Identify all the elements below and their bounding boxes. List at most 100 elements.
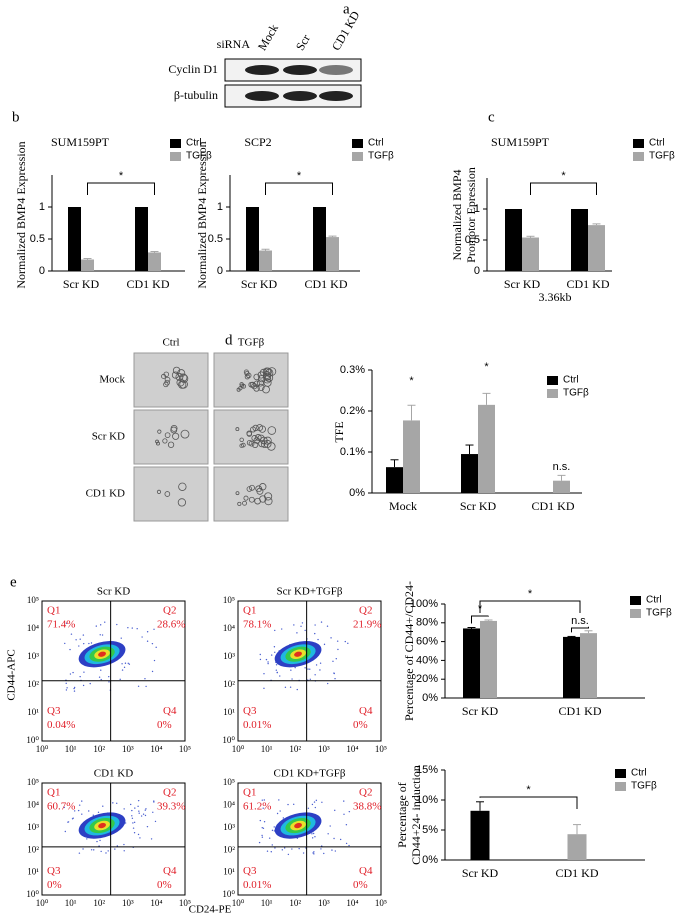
quadrant-name: Q4 (359, 865, 373, 877)
sphere-cell (235, 491, 240, 496)
blot-band (283, 65, 317, 75)
event-dot (63, 806, 65, 809)
chart-title: SUM159PT (51, 135, 110, 149)
event-dot (81, 813, 83, 815)
error-bar (150, 250, 159, 253)
y-tick-label: 0 (217, 265, 223, 277)
event-dot (93, 849, 95, 851)
x-tick-label: CD1 KD (566, 277, 609, 291)
event-dot (331, 849, 333, 851)
error-bar (482, 392, 491, 405)
plot-title: CD1 KD (94, 768, 133, 780)
event-dot (315, 799, 318, 802)
event-dot (273, 646, 276, 648)
axis-label: CD44-APC (6, 649, 18, 700)
y-tick-label: 10² (223, 679, 235, 689)
bracket (87, 182, 155, 195)
y-tick-label: 10¹ (223, 707, 235, 717)
event-dot (139, 837, 141, 839)
y-axis-label: Normalized BMP4 Expression (14, 141, 28, 288)
event-dot (263, 673, 265, 675)
quadrant-value: 0.04% (47, 719, 75, 731)
event-dot (267, 661, 269, 663)
legend-label: TGFβ (631, 781, 657, 792)
x-tick-label: 10⁴ (346, 744, 358, 754)
legend-swatch (547, 376, 558, 385)
x-axis-label: 3.36kb (539, 290, 572, 304)
event-dot (270, 654, 273, 656)
event-dot (145, 685, 147, 688)
x-tick-label: 10⁵ (179, 744, 191, 754)
chart-title: SCP2 (244, 135, 271, 149)
bar (259, 250, 272, 271)
event-dot (138, 812, 140, 814)
y-tick-label: 40% (416, 654, 438, 666)
y-tick-label: 60% (416, 636, 438, 648)
event-dot (70, 633, 73, 635)
sphere-cell (253, 373, 260, 381)
event-dot (339, 838, 342, 841)
x-tick-label: Scr KD (504, 277, 541, 291)
event-dot (296, 632, 298, 634)
sphere-cell (262, 385, 270, 394)
quadrant-name: Q4 (359, 705, 373, 717)
error-bar (584, 630, 593, 634)
y-tick-label: 0.2% (340, 405, 365, 417)
x-tick-label: 10⁰ (36, 744, 49, 754)
y-tick-label: 10⁵ (27, 595, 39, 605)
event-dot (88, 810, 90, 812)
y-tick-label: 10⁴ (223, 799, 235, 809)
event-dot (144, 814, 147, 817)
event-dot (265, 658, 268, 661)
event-dot (88, 642, 90, 645)
event-dot (311, 803, 314, 806)
event-dot (261, 826, 263, 829)
x-tick-label: Scr KD (460, 499, 497, 513)
panel-label: c (488, 109, 495, 125)
x-tick-label: 10⁵ (375, 744, 387, 754)
quadrant-name: Q3 (47, 865, 61, 877)
event-dot (123, 843, 125, 846)
event-dot (309, 678, 311, 680)
y-tick-label: 0.1% (340, 446, 365, 458)
x-tick-label: CD1 KD (555, 866, 598, 880)
event-dot (271, 829, 274, 832)
quadrant-name: Q2 (163, 605, 176, 617)
sphere-cell (251, 435, 258, 442)
event-dot (293, 803, 295, 806)
density (98, 651, 106, 657)
sphere-cell (155, 441, 160, 446)
event-dot (323, 852, 325, 855)
blot-band (245, 91, 279, 101)
x-tick-label: 10² (289, 898, 301, 908)
sphere-cell (246, 372, 252, 379)
sphere-cell (157, 429, 162, 434)
quadrant-value: 0% (157, 879, 172, 891)
event-dot (73, 687, 75, 690)
event-dot (268, 837, 271, 839)
event-dot (99, 624, 102, 626)
event-dot (72, 817, 74, 819)
event-dot (73, 810, 76, 812)
quadrant-value: 71.4% (47, 619, 75, 631)
quadrant-value: 0% (47, 879, 62, 891)
event-dot (92, 814, 94, 816)
event-dot (97, 811, 100, 814)
y-tick-label: 80% (416, 617, 438, 629)
event-dot (343, 813, 345, 815)
bar (580, 633, 597, 698)
sphere-cell (164, 376, 171, 383)
event-dot (137, 799, 140, 802)
sphere-cell (177, 498, 187, 507)
event-dot (298, 847, 300, 850)
bar (246, 207, 259, 271)
sphere-cell (178, 373, 188, 382)
bracket (265, 182, 333, 195)
x-tick-label: 10³ (318, 744, 330, 754)
y-tick-label: 0 (474, 265, 480, 277)
sphere-image (133, 466, 209, 522)
event-dot (262, 807, 264, 809)
x-tick-label: 10² (93, 744, 105, 754)
x-tick-label: 10⁴ (150, 898, 162, 908)
